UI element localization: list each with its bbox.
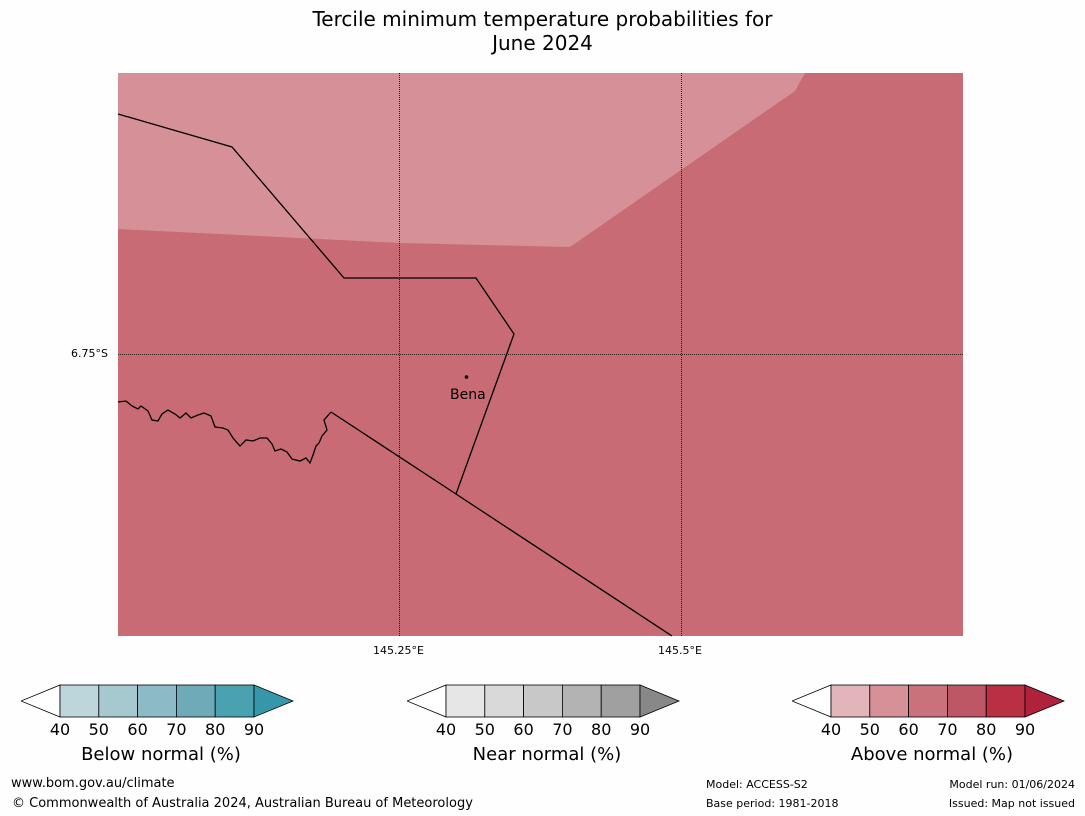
near-tick-40: 40 — [435, 720, 457, 739]
colorbar-near-bin-40-50 — [445, 684, 486, 718]
coastline-boundary — [117, 400, 332, 465]
colorbar-near-normal — [407, 684, 681, 718]
legend-title-near-normal: Near normal (%) — [472, 744, 622, 765]
colorbar-above-bin-70-80 — [946, 684, 987, 718]
colorbar-below-max-arrow — [253, 684, 295, 718]
colorbar-below-bin-80-90 — [214, 684, 255, 718]
legend-above-normal: 40 50 60 70 80 90 Above normal (%) — [792, 684, 1072, 774]
colorbar-near-min-arrow — [407, 684, 447, 718]
footer-base-period: Base period: 1981-2018 — [706, 797, 839, 810]
colorbar-near-bin-50-60 — [484, 684, 525, 718]
footer-url: www.bom.gov.au/climate — [11, 776, 175, 791]
colorbar-below-bin-50-60 — [98, 684, 139, 718]
map-title-line2: June 2024 — [492, 31, 593, 55]
colorbar-below-bin-60-70 — [137, 684, 177, 718]
below-tick-40: 40 — [49, 720, 71, 739]
below-tick-70: 70 — [166, 720, 187, 739]
legend-title-below-normal: Below normal (%) — [81, 744, 241, 765]
below-tick-90: 90 — [243, 720, 265, 739]
colorbar-above-normal — [792, 684, 1066, 718]
longitude-label-145-25: 145.25°E — [373, 644, 424, 657]
near-tick-90: 90 — [629, 720, 651, 739]
footer-model-run: Model run: 01/06/2024 — [949, 778, 1075, 791]
near-tick-60: 60 — [513, 720, 534, 739]
below-tick-50: 50 — [88, 720, 109, 739]
footer-model: Model: ACCESS-S2 — [706, 778, 808, 791]
map-title-line1: Tercile minimum temperature probabilitie… — [312, 7, 773, 31]
province-boundary-north — [117, 113, 515, 495]
colorbar-above-min-arrow — [792, 684, 832, 718]
bena-marker — [464, 375, 469, 379]
above-tick-40: 40 — [820, 720, 842, 739]
map-region-above-normal-light — [118, 73, 805, 247]
latitude-label: 6.75°S — [71, 347, 108, 360]
map-title: Tercile minimum temperature probabilitie… — [0, 7, 1085, 55]
colorbar-above-bin-60-70 — [908, 684, 948, 718]
colorbar-near-max-arrow — [639, 684, 681, 718]
colorbar-above-bin-50-60 — [869, 684, 910, 718]
near-tick-50: 50 — [474, 720, 495, 739]
colorbar-below-normal — [21, 684, 295, 718]
legend-below-normal: 40 50 60 70 80 90 Below normal (%) — [21, 684, 301, 774]
map-canvas[interactable] — [0, 0, 1085, 680]
colorbar-near-bin-60-70 — [523, 684, 563, 718]
colorbar-below-bin-40-50 — [59, 684, 100, 718]
below-tick-60: 60 — [127, 720, 148, 739]
legend-title-above-normal: Above normal (%) — [850, 744, 1014, 765]
colorbar-below-min-arrow — [21, 684, 61, 718]
above-tick-50: 50 — [859, 720, 880, 739]
near-tick-70: 70 — [552, 720, 573, 739]
colorbar-above-max-arrow — [1024, 684, 1066, 718]
place-label-bena: Bena — [450, 387, 486, 403]
above-tick-70: 70 — [937, 720, 958, 739]
above-tick-60: 60 — [898, 720, 919, 739]
colorbar-near-bin-80-90 — [600, 684, 641, 718]
below-tick-80: 80 — [205, 720, 226, 739]
province-boundary-south — [330, 411, 673, 637]
footer-issued: Issued: Map not issued — [948, 797, 1075, 810]
above-tick-80: 80 — [976, 720, 997, 739]
colorbar-above-bin-40-50 — [830, 684, 871, 718]
colorbar-below-bin-70-80 — [175, 684, 216, 718]
longitude-label-145-5: 145.5°E — [658, 644, 702, 657]
footer-copyright: © Commonwealth of Australia 2024, Austra… — [12, 796, 473, 811]
colorbar-above-bin-80-90 — [985, 684, 1026, 718]
above-tick-90: 90 — [1014, 720, 1036, 739]
near-tick-80: 80 — [591, 720, 612, 739]
colorbar-near-bin-70-80 — [561, 684, 602, 718]
legend-near-normal: 40 50 60 70 80 90 Near normal (%) — [407, 684, 687, 774]
